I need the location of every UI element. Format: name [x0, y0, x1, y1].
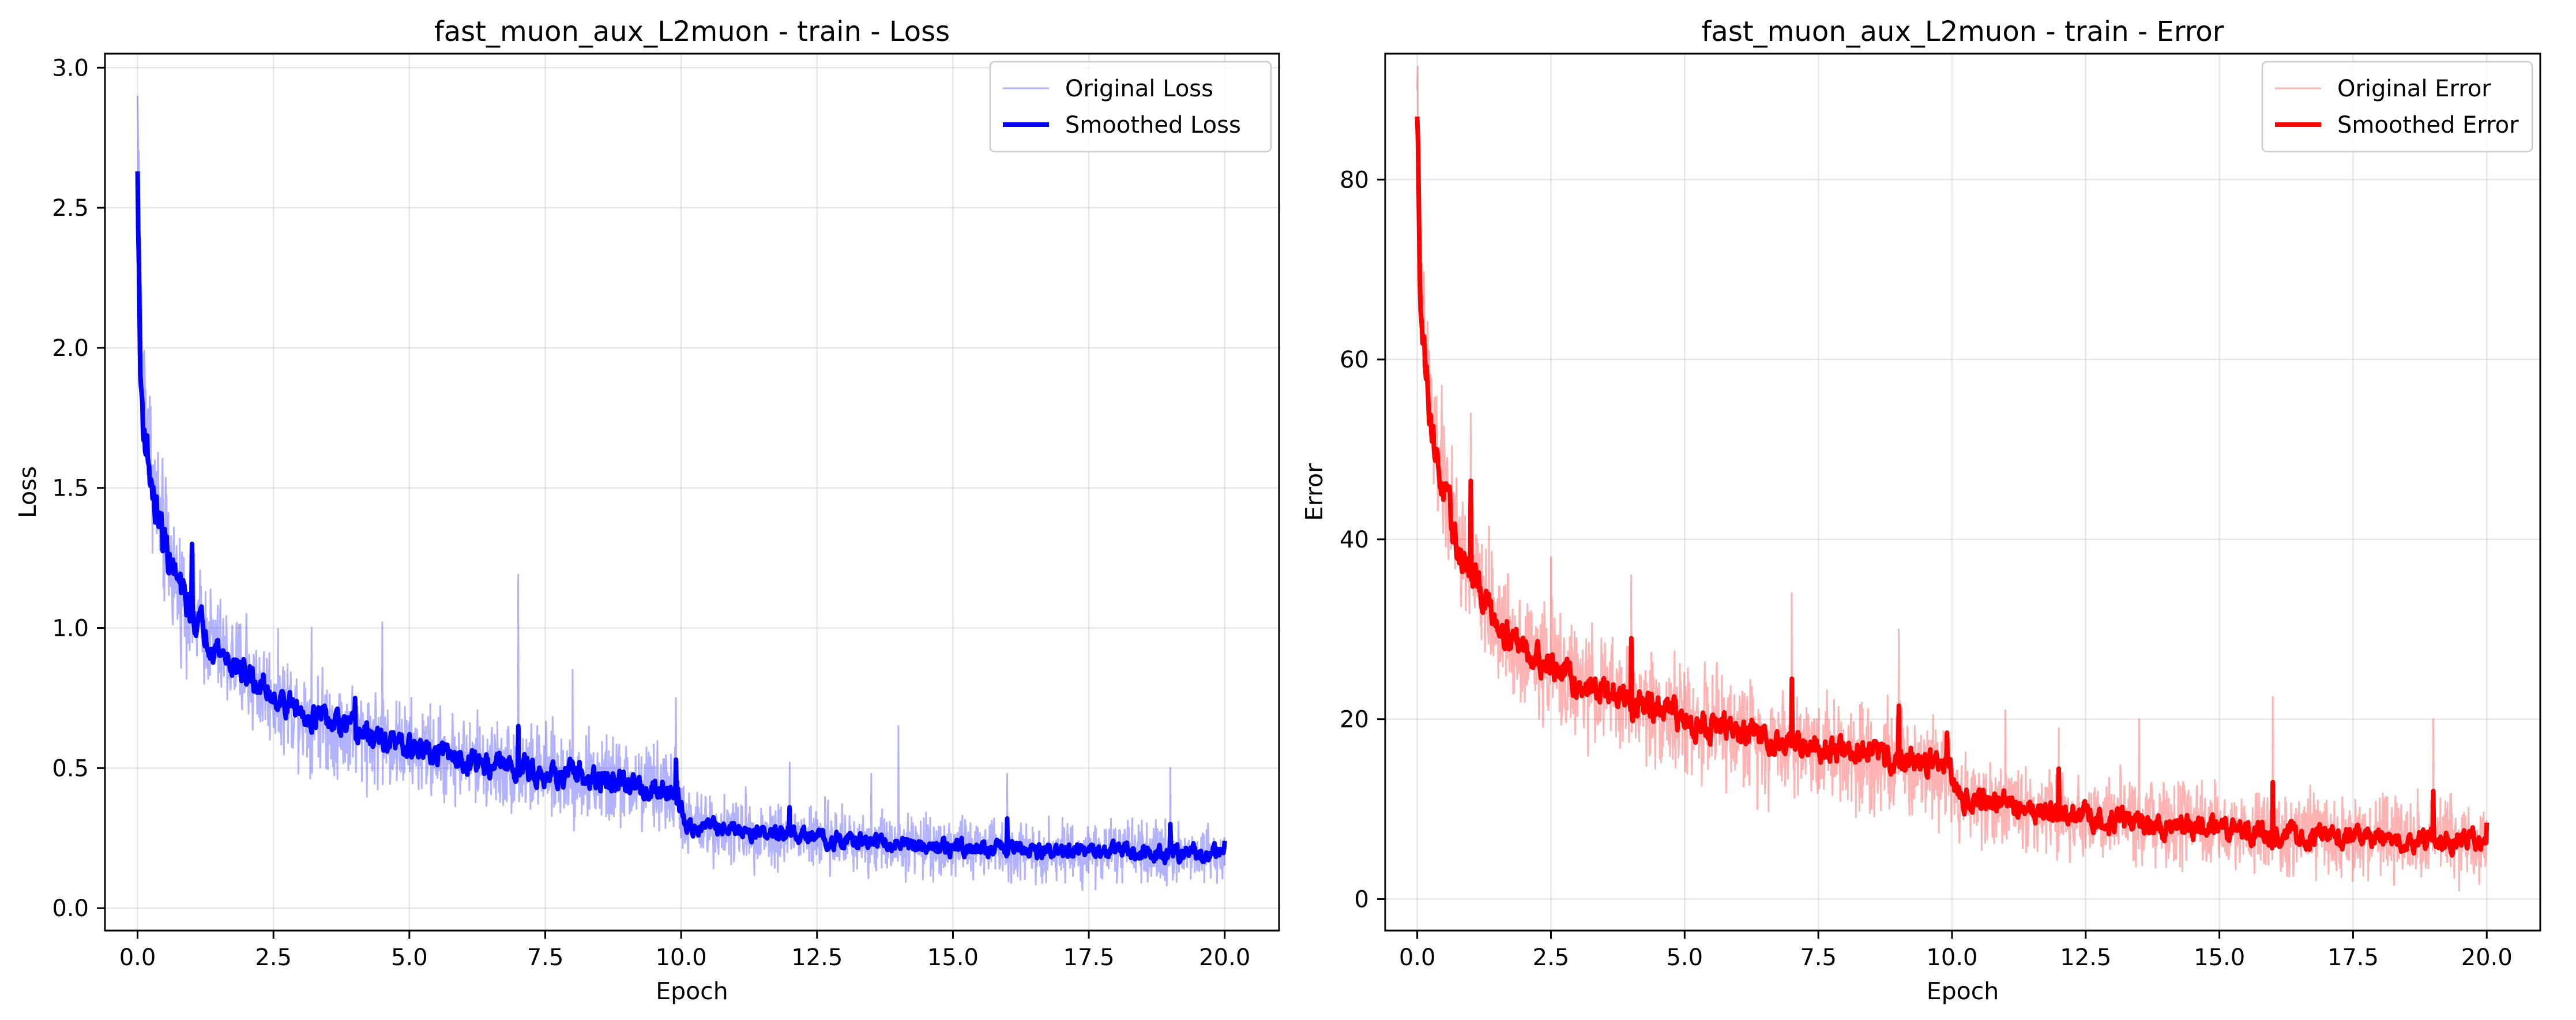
loss-panel: 0.0 2.5 5.0 7.5 10.0 12.5 15.0 17.5 20.0 0.0 0.5 1.…	[14, 16, 1280, 1005]
error-y-tick-label: 80	[1340, 167, 1369, 193]
loss-series-smoothed-line	[135, 171, 1227, 865]
loss-y-tick-label: 0.5	[52, 755, 89, 782]
error-legend: Original Error Smoothed Error	[2261, 61, 2533, 153]
error-y-tick-label: 20	[1340, 707, 1369, 733]
error-x-tick-label: 12.5	[2060, 944, 2111, 971]
loss-plot-area	[135, 95, 1227, 891]
error-x-tick-label: 5.0	[1666, 944, 1703, 971]
error-x-tick-label: 10.0	[1926, 944, 1977, 971]
error-y-tick-label: 0	[1355, 886, 1369, 913]
loss-y-axis-label: Loss	[14, 466, 42, 518]
error-series-smoothed-line	[1415, 116, 2489, 858]
loss-y-tick-label: 0.0	[52, 895, 89, 922]
loss-x-tick-label: 20.0	[1199, 944, 1250, 971]
error-axes-frame	[1384, 52, 2541, 932]
error-x-tick-label: 15.0	[2194, 944, 2245, 971]
error-x-tick-label: 0.0	[1399, 944, 1436, 971]
loss-x-tick-label: 15.0	[927, 944, 979, 971]
loss-legend-box	[989, 61, 1272, 153]
error-x-tick-label: 20.0	[2461, 944, 2513, 971]
error-y-axis-label: Error	[1300, 463, 1328, 521]
loss-x-tick-label: 17.5	[1063, 944, 1115, 971]
error-y-tick-label: 40	[1340, 527, 1369, 553]
error-chart-title: fast_muon_aux_L2muon - train - Error	[1702, 16, 2224, 48]
error-legend-label: Smoothed Error	[2337, 112, 2519, 138]
loss-y-tick-label: 2.0	[52, 335, 89, 362]
loss-y-tick-label: 1.5	[52, 475, 89, 502]
loss-x-tick-label: 5.0	[391, 944, 428, 971]
error-panel: 0.0 2.5 5.0 7.5 10.0 12.5 15.0 17.5 20.0 0 20 40 60 8…	[1300, 16, 2541, 1005]
error-x-tick-label: 2.5	[1533, 944, 1570, 971]
loss-chart-title: fast_muon_aux_L2muon - train - Loss	[434, 16, 950, 48]
loss-x-tick-label: 10.0	[656, 944, 707, 971]
error-x-tick-label: 17.5	[2327, 944, 2379, 971]
loss-legend: Original Loss Smoothed Loss	[989, 61, 1272, 153]
error-x-axis-label: Epoch	[1927, 977, 1999, 1005]
loss-y-tick-label: 1.0	[52, 616, 89, 642]
loss-x-axis-label: Epoch	[656, 977, 728, 1005]
error-x-tick-label: 7.5	[1800, 944, 1837, 971]
loss-legend-label: Smoothed Loss	[1065, 112, 1241, 138]
loss-x-tick-label: 7.5	[527, 944, 564, 971]
loss-y-tick-label: 2.5	[52, 195, 89, 222]
loss-x-tick-label: 2.5	[255, 944, 292, 971]
loss-y-tick-label: 3.0	[52, 55, 89, 81]
error-legend-label: Original Error	[2337, 76, 2491, 102]
loss-legend-label: Original Loss	[1065, 76, 1213, 102]
error-y-tick-label: 60	[1340, 347, 1369, 373]
loss-x-tick-label: 0.0	[119, 944, 156, 971]
loss-axes-frame	[104, 52, 1280, 932]
loss-x-tick-label: 12.5	[791, 944, 843, 971]
error-plot-area	[1415, 66, 2489, 892]
error-legend-box	[2261, 61, 2533, 153]
